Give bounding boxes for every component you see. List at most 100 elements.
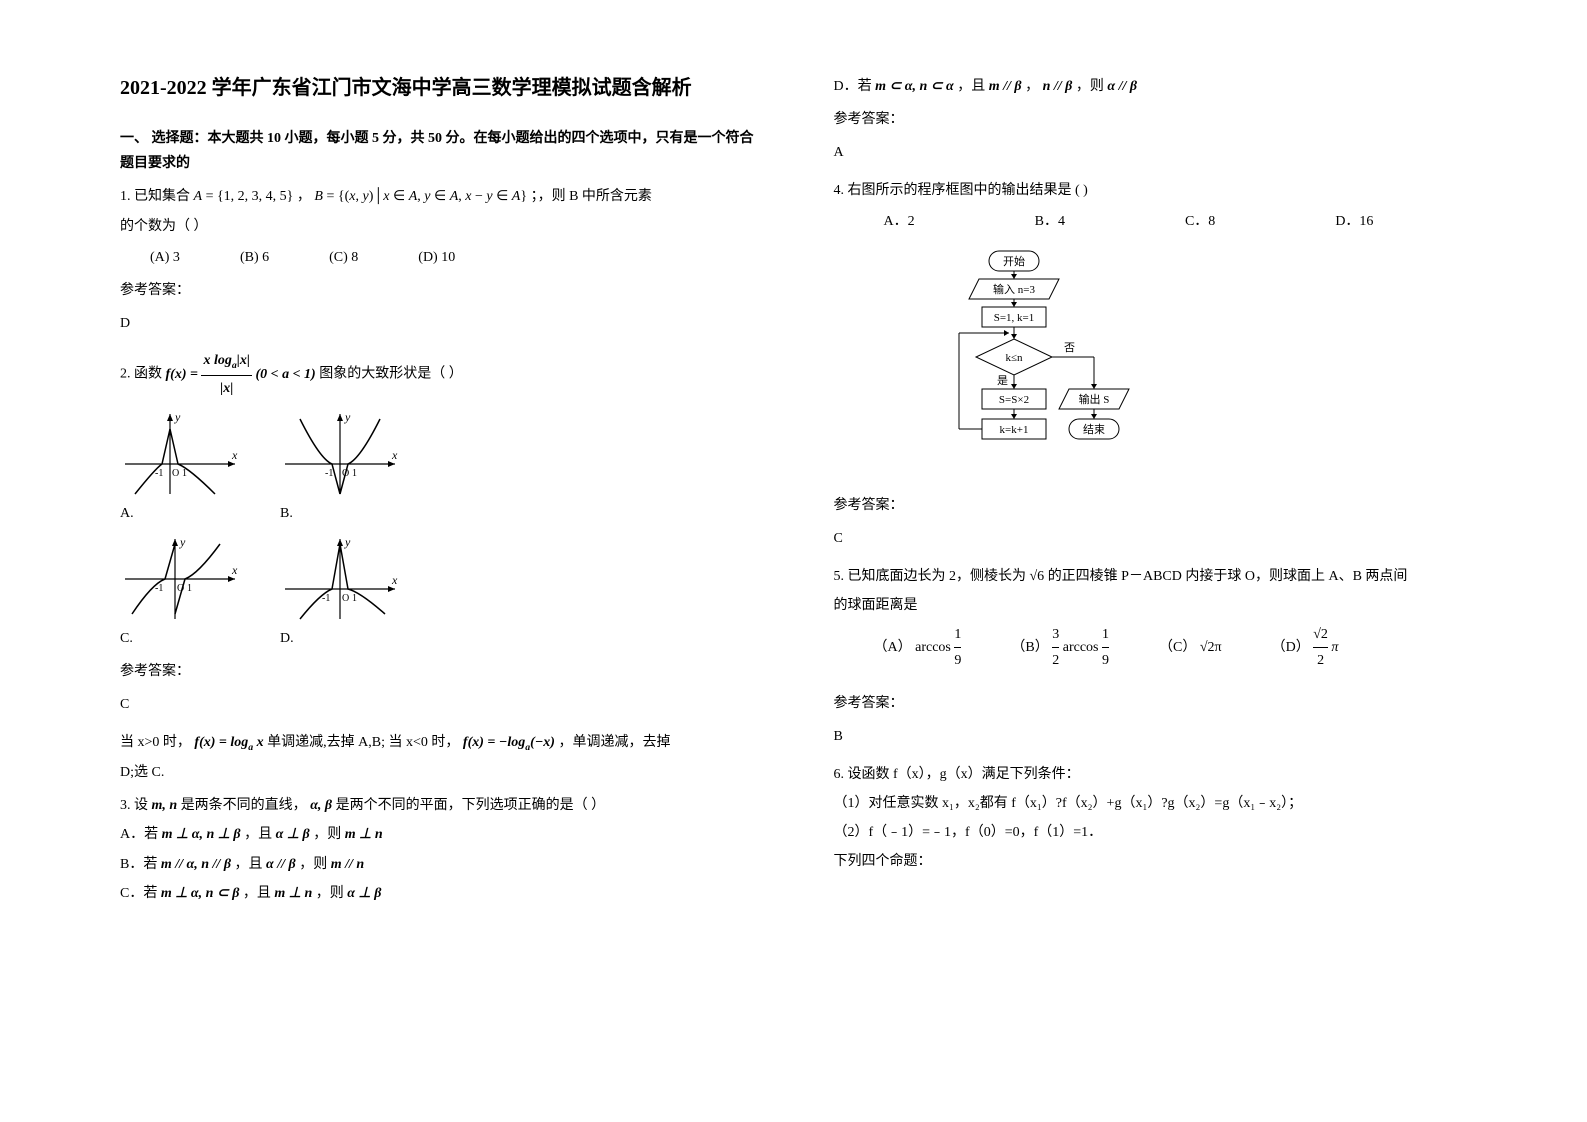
q4-opt-B: B．4: [1035, 209, 1065, 234]
svg-text:y: y: [174, 410, 181, 424]
q2-stem-pre: 2. 函数: [120, 367, 166, 382]
q2-answer-label: 参考答案：: [120, 659, 754, 684]
q3-B-post: ，则: [299, 857, 331, 872]
question-1: 1. 已知集合 A = {1, 2, 3, 4, 5} ， B = {(x, y…: [120, 184, 754, 336]
q2-graph-D: x y -1 O 1: [280, 534, 400, 624]
q2-graph-B: x y -1 O 1: [280, 409, 400, 499]
q6-c2: （2）f（﹣1）=﹣1，f（0）=0，f（1）=1．: [834, 820, 1468, 845]
svg-text:k=k+1: k=k+1: [999, 424, 1028, 436]
q2-stem-post: 图象的大致形状是（ ）: [319, 367, 463, 382]
q4-answer: C: [834, 526, 1468, 551]
q3-stem-mid: 是两条不同的直线，: [181, 798, 307, 813]
svg-text:y: y: [179, 535, 186, 549]
q1-line2: 的个数为（ ）: [120, 214, 754, 239]
svg-text:输入 n=3: 输入 n=3: [993, 282, 1035, 296]
q1-opt-A: (A) 3: [150, 245, 180, 270]
q6-line3: 下列四个命题：: [834, 849, 1468, 874]
q1-opt-C: (C) 8: [329, 245, 358, 270]
q3-C-mid: ，且: [243, 886, 275, 901]
q2-explain-f1: f(x) = loga x: [194, 735, 263, 750]
q5-opt-C: （C） √2π: [1159, 635, 1222, 660]
q3-D-4: α // β: [1107, 79, 1137, 94]
svg-text:S=1, k=1: S=1, k=1: [993, 312, 1034, 324]
q1-answer-label: 参考答案：: [120, 278, 754, 303]
q4-stem: 4. 右图所示的程序框图中的输出结果是 ( ): [834, 178, 1468, 203]
svg-text:x: x: [231, 448, 238, 462]
q3-C-pre: C．若: [120, 886, 161, 901]
q3-B-3: m // n: [331, 857, 364, 872]
q3-A-1: m ⊥ α, n ⊥ β: [162, 827, 241, 842]
q3-C-post: ，则: [316, 886, 348, 901]
q4-answer-label: 参考答案：: [834, 493, 1468, 518]
svg-text:1: 1: [352, 468, 357, 479]
svg-text:开始: 开始: [1003, 254, 1025, 268]
q3-answer: A: [834, 140, 1468, 165]
q1-set-A: A = {1, 2, 3, 4, 5}: [194, 189, 294, 204]
svg-text:1: 1: [187, 583, 192, 594]
svg-text:O: O: [342, 593, 349, 604]
doc-title: 2021-2022 学年广东省江门市文海中学高三数学理模拟试题含解析: [120, 70, 754, 106]
question-3: 3. 设 m, n 是两条不同的直线， α, β 是两个不同的平面，下列选项正确…: [120, 793, 754, 906]
q2-explain-pre: 当 x>0 时，: [120, 735, 191, 750]
q1-set-B: B = {(x, y)│x ∈ A, y ∈ A, x − y ∈ A}: [314, 189, 527, 204]
q2-explain-post: ，单调递减，去掉: [558, 735, 670, 750]
svg-text:1: 1: [182, 468, 187, 479]
section-1-heading: 一、 选择题：本大题共 10 小题，每小题 5 分，共 50 分。在每小题给出的…: [120, 126, 754, 176]
q1-stem-post: ；，则 B 中所含元素: [531, 189, 652, 204]
q4-opt-C: C．8: [1185, 209, 1215, 234]
q3-A-2: α ⊥ β: [276, 827, 310, 842]
q2-label-B: B.: [280, 501, 293, 526]
svg-text:S=S×2: S=S×2: [998, 394, 1028, 406]
svg-text:输出 S: 输出 S: [1078, 392, 1109, 406]
q1-opt-B: (B) 6: [240, 245, 269, 270]
svg-text:结束: 结束: [1083, 423, 1105, 436]
svg-text:x: x: [391, 448, 398, 462]
q6-stem: 6. 设函数 f（x），g（x）满足下列条件：: [834, 762, 1468, 787]
svg-text:y: y: [344, 410, 351, 424]
q5-stem-pre: 5. 已知底面边长为 2，侧棱长为: [834, 569, 1030, 584]
q3-D-2: m // β: [989, 79, 1022, 94]
svg-text:1: 1: [352, 593, 357, 604]
q3-B-2: α // β: [266, 857, 296, 872]
q4-opt-A: A．2: [884, 209, 915, 234]
svg-text:否: 否: [1064, 342, 1075, 354]
q6-c1: （1）对任意实数 x₁，x₂都有 f（x₁）?f（x₂）+g（x₁）?g（x₂）…: [834, 791, 1468, 816]
q1-stem-mid: ，: [297, 189, 311, 204]
q3-answer-label: 参考答案：: [834, 107, 1468, 132]
q3-B-mid: ，且: [235, 857, 267, 872]
q3-D-line: D．若 m ⊂ α, n ⊂ α ，且 m // β ， n // β ，则 α…: [834, 74, 1468, 99]
q5-opt-A: （A） arccos 19: [874, 622, 962, 673]
q3-D-1: m ⊂ α, n ⊂ α: [875, 79, 954, 94]
q3-A-pre: A．若: [120, 827, 162, 842]
q3-ab: α, β: [310, 798, 332, 813]
svg-text:x: x: [391, 573, 398, 587]
q1-stem-pre: 1. 已知集合: [120, 189, 194, 204]
q5-stem-post: 的正四棱锥 P－ABCD 内接于球 O，则球面上 A、B 两点间: [1048, 569, 1408, 584]
q2-label-C: C.: [120, 626, 133, 651]
question-6: 6. 设函数 f（x），g（x）满足下列条件： （1）对任意实数 x₁，x₂都有…: [834, 762, 1468, 875]
q3-A-post: ，则: [313, 827, 345, 842]
q3-B-pre: B．若: [120, 857, 161, 872]
svg-text:O: O: [172, 468, 179, 479]
q1-opt-D: (D) 10: [418, 245, 455, 270]
q1-answer: D: [120, 311, 754, 336]
q2-explain2: D;选 C.: [120, 760, 754, 785]
q5-answer: B: [834, 724, 1468, 749]
q3-D-pre: D．若: [834, 79, 876, 94]
q3-B-1: m // α, n // β: [161, 857, 231, 872]
q3-D-mid1: ，且: [957, 79, 989, 94]
q5-opt-B: （B） 32 arccos 19: [1011, 622, 1109, 673]
q3-D-3: n // β: [1043, 79, 1073, 94]
q2-graph-A: x y -1 O 1: [120, 409, 240, 499]
q2-answer: C: [120, 692, 754, 717]
q2-graph-C: x y -1 O 1: [120, 534, 240, 624]
q4-flowchart: 开始 输入 n=3 S=1, k=1 k≤n 否 是: [934, 249, 1154, 469]
q3-A-3: m ⊥ n: [345, 827, 383, 842]
q3-D-mid2: ，: [1025, 79, 1039, 94]
q3-mn: m, n: [152, 798, 178, 813]
q3-C-2: m ⊥ n: [274, 886, 312, 901]
q2-explain-mid: 单调递减,去掉 A,B; 当 x<0 时，: [267, 735, 459, 750]
q5-sqrt6: √6: [1030, 569, 1045, 584]
q4-opt-D: D．16: [1335, 209, 1373, 234]
svg-text:x: x: [231, 563, 238, 577]
